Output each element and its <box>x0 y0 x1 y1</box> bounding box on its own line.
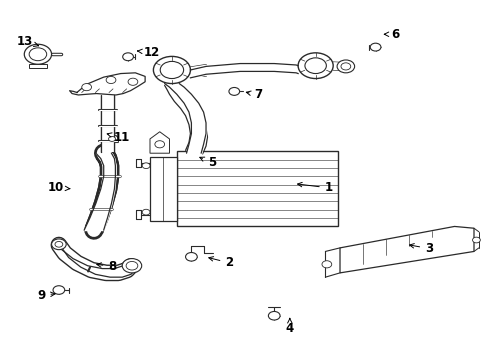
Circle shape <box>29 48 47 61</box>
Text: 4: 4 <box>286 319 294 335</box>
Circle shape <box>55 242 63 247</box>
Circle shape <box>109 136 116 141</box>
Polygon shape <box>106 135 118 143</box>
Text: 11: 11 <box>107 131 130 144</box>
Text: 1: 1 <box>297 181 333 194</box>
Circle shape <box>126 261 138 270</box>
Circle shape <box>128 78 138 85</box>
Polygon shape <box>340 226 474 273</box>
Circle shape <box>186 252 197 261</box>
Circle shape <box>322 261 332 268</box>
Text: 7: 7 <box>246 89 263 102</box>
Circle shape <box>305 58 326 73</box>
Text: 13: 13 <box>17 35 39 48</box>
Text: 5: 5 <box>200 156 216 169</box>
Circle shape <box>269 311 280 320</box>
Circle shape <box>472 237 480 243</box>
Circle shape <box>153 57 191 84</box>
Text: 2: 2 <box>209 256 233 269</box>
Text: 6: 6 <box>384 28 399 41</box>
Polygon shape <box>29 64 47 68</box>
Polygon shape <box>150 157 177 221</box>
Circle shape <box>122 53 133 61</box>
Circle shape <box>82 84 92 91</box>
Circle shape <box>122 258 142 273</box>
Polygon shape <box>150 132 170 153</box>
Polygon shape <box>177 152 338 226</box>
Circle shape <box>106 76 116 84</box>
Circle shape <box>337 60 355 73</box>
Text: 3: 3 <box>410 242 433 255</box>
Circle shape <box>155 141 165 148</box>
Text: 10: 10 <box>48 181 70 194</box>
Polygon shape <box>70 73 145 95</box>
Text: 12: 12 <box>138 46 160 59</box>
Circle shape <box>370 43 381 51</box>
Circle shape <box>142 209 150 215</box>
Polygon shape <box>191 64 206 76</box>
Circle shape <box>51 239 66 249</box>
Circle shape <box>53 286 65 294</box>
Text: 9: 9 <box>37 288 55 302</box>
Circle shape <box>298 53 333 78</box>
Circle shape <box>229 87 240 95</box>
Circle shape <box>142 163 150 168</box>
Polygon shape <box>101 95 115 152</box>
Text: 8: 8 <box>97 260 117 273</box>
Circle shape <box>160 62 184 78</box>
Circle shape <box>341 63 351 70</box>
Circle shape <box>24 44 51 64</box>
Polygon shape <box>333 62 349 71</box>
